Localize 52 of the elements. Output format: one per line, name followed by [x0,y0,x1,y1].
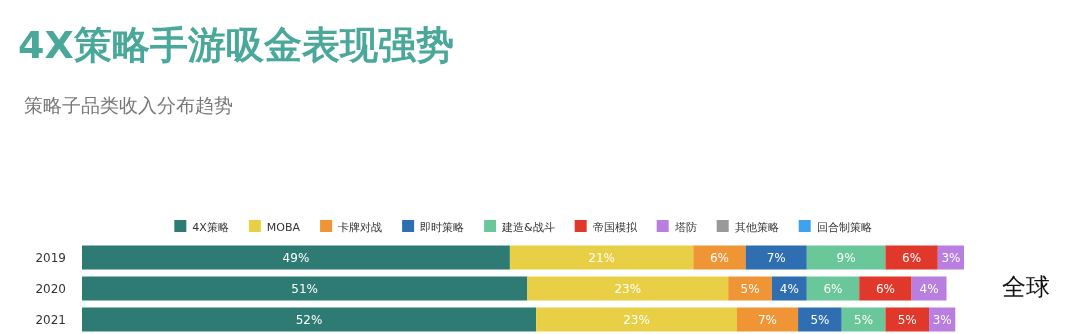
data-label: 23% [623,313,650,327]
data-label: 9% [836,251,856,265]
bar [536,307,737,332]
y-tick-label: 2020 [35,281,66,296]
y-tick-label: 2019 [35,250,66,265]
legend-label: 帝国模拟 [592,221,638,234]
legend-label: 塔防 [673,221,697,234]
bar [806,276,860,301]
data-label: 6% [875,282,895,296]
data-label: 3% [932,313,952,327]
data-label: 5% [897,313,917,327]
legend-label: 即时策略 [420,221,465,234]
data-label: 3% [941,251,961,265]
bar [798,307,842,332]
legend-label: 回合制策略 [816,221,872,234]
data-label: 5% [810,313,830,327]
data-label: 6% [823,282,843,296]
data-label: 51% [291,282,319,296]
legend-label: 其他策略 [734,221,779,234]
data-label: 6% [902,251,922,265]
data-label: 4% [779,282,799,296]
data-label: 5% [740,282,760,296]
data-label: 52% [295,313,323,327]
data-label: 6% [709,251,730,265]
data-label: 7% [766,251,786,265]
bar [806,245,886,270]
legend-label: MOBA [266,221,301,234]
data-label: 23% [614,282,642,296]
bar [745,245,807,270]
chart-title: 4X策略手游吸金表现强势 [18,23,454,67]
bar [728,276,772,301]
legend-label: 卡牌对战 [338,221,383,234]
bar [82,245,510,270]
text: 全球 [1002,273,1050,301]
data-label: 4% [919,282,939,296]
legend-label: 建造&战斗 [501,221,555,234]
bar [527,276,729,301]
bar [885,307,930,332]
bar [859,276,912,301]
data-label: 5% [854,313,874,327]
data-label: 21% [588,251,615,265]
data-label: 7% [757,313,778,327]
bar [736,307,799,332]
data-label: 49% [282,251,310,265]
bar [82,276,528,301]
legend-label: 4X策略 [192,221,229,234]
bar [693,245,746,270]
chart-subtitle: 策略子品类收入分布趋势 [24,94,233,116]
y-tick-label: 2021 [35,312,66,327]
bar [82,307,537,332]
bar [885,245,938,270]
bar [509,245,694,270]
